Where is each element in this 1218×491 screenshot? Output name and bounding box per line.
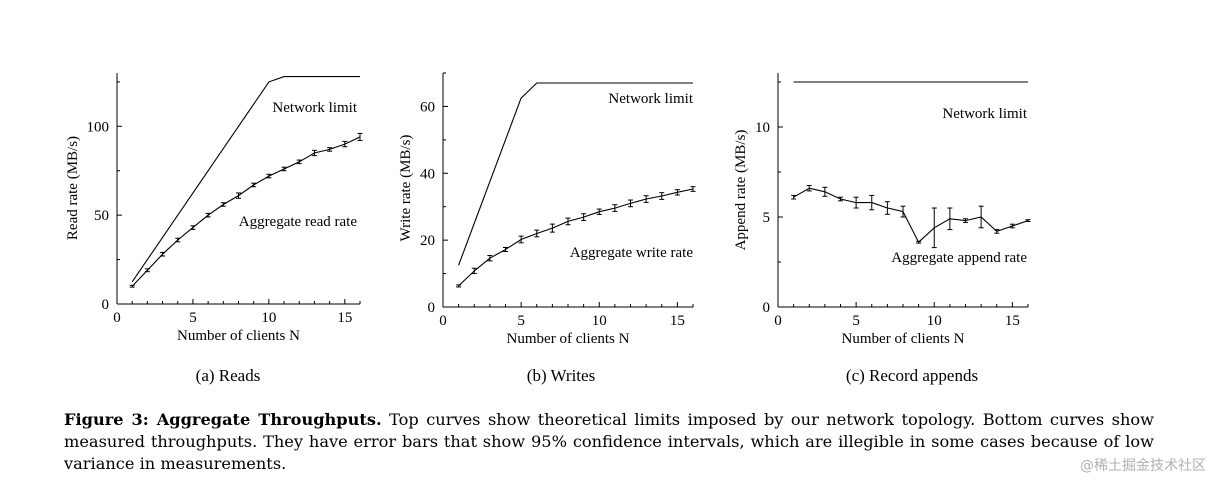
- reads-chart: 0 5 10 15 0 50 100 Number of clients N Read rate…: [65, 73, 363, 385]
- subfigure-label: (b) Writes: [527, 366, 595, 385]
- error-bar: [175, 237, 181, 243]
- error-bar: [1025, 219, 1031, 222]
- error-bar: [311, 149, 317, 157]
- y-tick-label: 40: [420, 166, 435, 182]
- error-bar: [596, 208, 602, 215]
- y-tick-label: 0: [428, 300, 436, 316]
- caption-title: Figure 3: Aggregate Throughputs.: [64, 410, 382, 429]
- error-bar: [456, 284, 462, 288]
- figure-caption: Figure 3: Aggregate Throughputs. Top cur…: [64, 409, 1154, 475]
- x-tick-label: 10: [592, 313, 607, 329]
- error-bar: [327, 147, 333, 152]
- error-bar: [220, 202, 226, 207]
- x-tick-label: 5: [189, 310, 197, 326]
- network-limit-label: Network limit: [942, 106, 1027, 122]
- subfigure-label: (a) Reads: [196, 366, 261, 385]
- x-tick-label: 15: [1005, 313, 1020, 329]
- watermark: @稀土掘金技术社区: [1080, 458, 1206, 474]
- error-bar: [266, 173, 272, 179]
- error-bar: [503, 246, 508, 253]
- error-bar: [978, 205, 984, 229]
- y-axis-label: Read rate (MB/s): [65, 136, 81, 240]
- y-tick-label: 20: [420, 233, 435, 249]
- error-bar: [900, 205, 906, 218]
- error-bar: [659, 192, 665, 200]
- x-tick-label: 0: [774, 313, 782, 329]
- network-limit-label: Network limit: [608, 91, 693, 107]
- error-bar: [994, 229, 1000, 234]
- error-bar: [357, 132, 363, 142]
- x-tick-label: 15: [670, 313, 685, 329]
- x-tick-label: 15: [337, 310, 352, 326]
- error-bar: [806, 185, 812, 192]
- error-bar: [947, 207, 953, 231]
- y-tick-label: 0: [102, 297, 110, 313]
- error-bar: [916, 240, 922, 244]
- aggregate-rate-label: Aggregate append rate: [891, 250, 1027, 266]
- y-tick-label: 50: [94, 208, 109, 224]
- error-bar: [884, 201, 890, 215]
- error-bar: [251, 182, 257, 188]
- error-bar: [869, 194, 875, 211]
- error-bar: [342, 140, 348, 148]
- error-bar: [236, 192, 241, 199]
- network-limit-line: [458, 82, 693, 266]
- error-bar: [853, 196, 859, 209]
- x-tick-label: 5: [852, 313, 860, 329]
- error-bar: [190, 225, 196, 230]
- error-bar: [791, 194, 797, 200]
- error-bar: [838, 196, 843, 202]
- y-tick-label: 0: [763, 300, 771, 316]
- error-bar: [963, 218, 968, 223]
- error-bar: [296, 159, 302, 165]
- error-bar: [565, 217, 571, 226]
- y-tick-label: 100: [87, 119, 110, 135]
- error-bar: [471, 267, 477, 275]
- error-bar: [643, 195, 649, 203]
- x-axis-label: Number of clients N: [842, 331, 965, 347]
- network-limit-line: [131, 76, 360, 283]
- error-bar: [628, 199, 633, 208]
- y-axis-label: Append rate (MB/s): [733, 130, 749, 251]
- aggregate-rate-line: [131, 136, 361, 287]
- x-axis-label: Number of clients N: [507, 331, 630, 347]
- error-bar: [549, 223, 555, 233]
- aggregate-rate-label: Aggregate write rate: [570, 245, 694, 261]
- y-tick-label: 10: [755, 120, 770, 136]
- subfigure-label: (c) Record appends: [846, 366, 978, 385]
- y-axis-label: Write rate (MB/s): [398, 135, 414, 242]
- record-appends-chart: 0 5 10 15 0 5 10 Number of clients N Append rate…: [733, 73, 1031, 385]
- error-bar: [487, 255, 493, 262]
- error-bar: [612, 204, 618, 212]
- writes-chart: 0 5 10 15 0 20 40 60 Number of clients N Write ra…: [398, 72, 696, 385]
- x-axis-label: Number of clients N: [177, 328, 300, 344]
- error-bar: [581, 213, 587, 221]
- y-tick-label: 5: [763, 210, 771, 226]
- error-bar: [205, 212, 211, 218]
- error-bar: [690, 186, 696, 192]
- aggregate-rate-label: Aggregate read rate: [239, 214, 358, 230]
- error-bar: [822, 186, 828, 197]
- error-bar: [144, 268, 150, 273]
- error-bar: [1009, 223, 1015, 229]
- error-bar: [160, 251, 166, 257]
- x-tick-label: 10: [927, 313, 942, 329]
- error-bar: [674, 189, 680, 196]
- x-tick-label: 10: [261, 310, 276, 326]
- x-tick-label: 5: [517, 313, 525, 329]
- aggregate-rate-line: [458, 188, 694, 287]
- error-bar: [281, 166, 287, 172]
- error-bar: [518, 235, 524, 244]
- error-bar: [931, 207, 937, 249]
- x-tick-label: 0: [439, 313, 447, 329]
- x-tick-label: 0: [113, 310, 121, 326]
- error-bar: [534, 229, 540, 238]
- caption-body: Top curves show theoretical limits impos…: [64, 410, 1154, 473]
- y-tick-label: 60: [420, 99, 435, 115]
- network-limit-label: Network limit: [272, 100, 357, 116]
- error-bar: [129, 284, 135, 288]
- aggregate-rate-line: [793, 187, 1029, 244]
